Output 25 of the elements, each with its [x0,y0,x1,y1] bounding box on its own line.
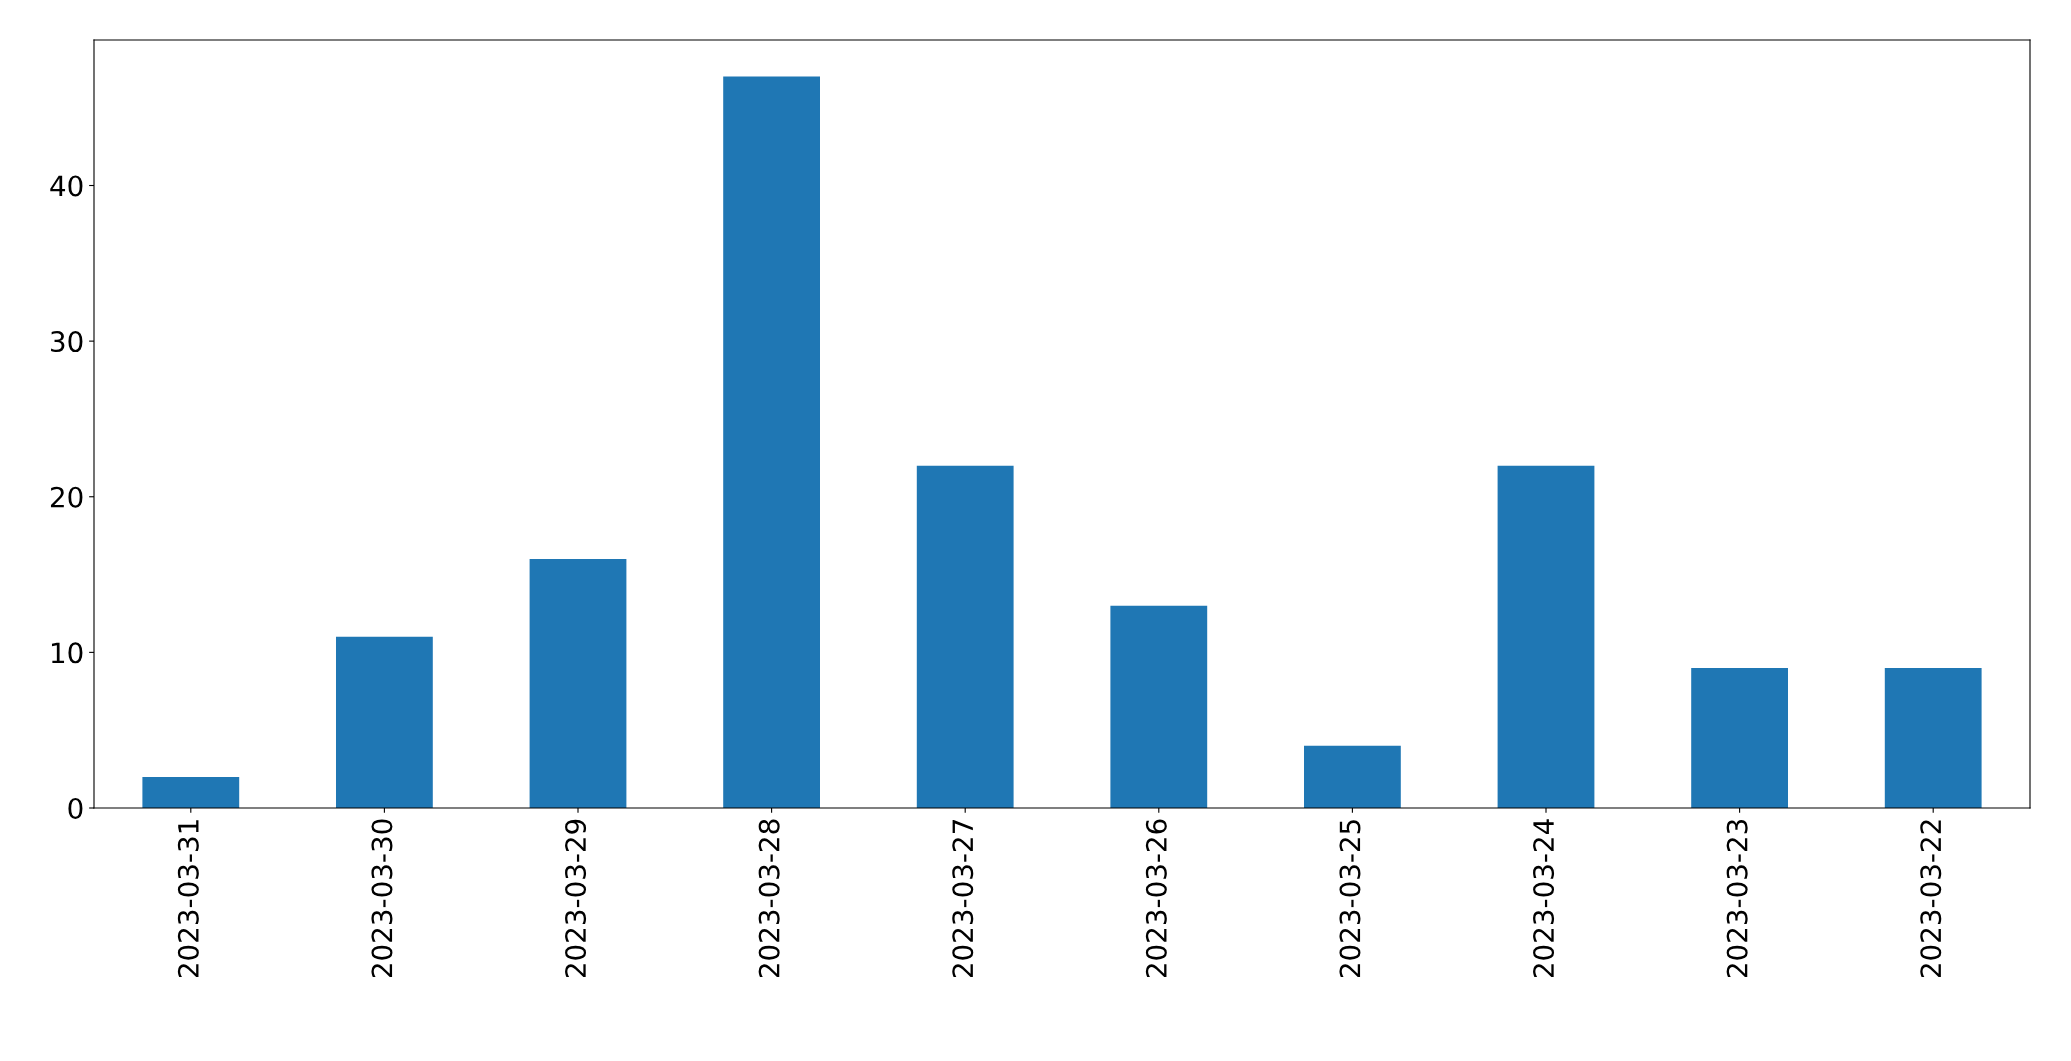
bar [1304,745,1401,808]
bar [1691,667,1788,808]
x-tick-label: 2023-03-26 [1145,819,1167,978]
x-tick-label: 2023-03-31 [177,820,199,978]
y-tick-label: 10 [51,642,83,664]
x-tick-label: 2023-03-29 [565,819,587,978]
bar [916,465,1014,808]
x-tick-label: 2023-03-23 [1726,819,1748,978]
x-tick-label: 2023-03-22 [1920,820,1942,978]
x-tick-label: 2023-03-24 [1533,819,1555,978]
bar [723,76,820,808]
x-tick-label: 2023-03-25 [1339,820,1361,978]
y-tick-label: 20 [50,486,83,508]
y-tick-label: 30 [51,331,83,353]
x-tick-label: 2023-03-27 [952,820,974,978]
y-tick-label: 40 [50,175,83,197]
bar [142,776,240,808]
x-tick-label: 2023-03-30 [371,819,393,978]
y-tick-label: 0 [68,797,83,819]
bar [336,636,433,808]
bar [529,559,627,808]
x-tick-label: 2023-03-28 [758,819,780,978]
bar [1884,667,1982,808]
bar [1110,605,1208,808]
bar [1497,465,1595,808]
